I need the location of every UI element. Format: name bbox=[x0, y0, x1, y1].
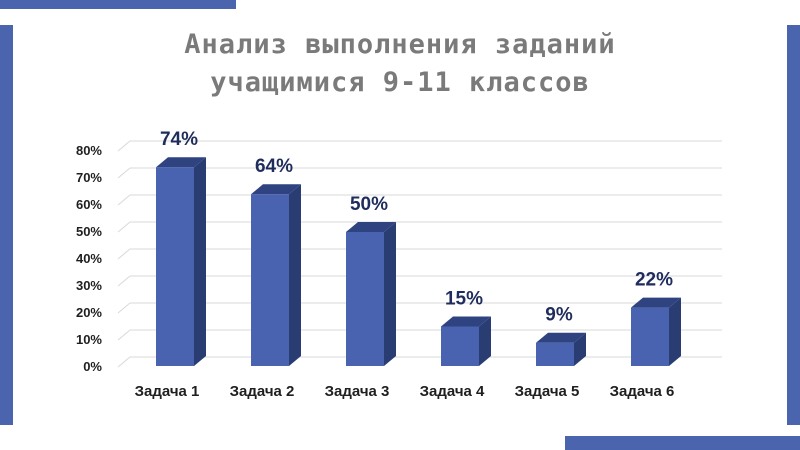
bar bbox=[441, 326, 479, 366]
data-label: 15% bbox=[445, 289, 483, 310]
x-tick-label: Задача 4 bbox=[420, 383, 485, 400]
gridline-slant bbox=[117, 194, 131, 206]
bar-side bbox=[289, 184, 301, 366]
data-label: 22% bbox=[635, 270, 673, 291]
bar bbox=[251, 194, 289, 366]
title-line-1: Анализ выполнения заданий bbox=[184, 29, 616, 60]
y-tick-label: 80% bbox=[76, 143, 102, 158]
left-accent-bar bbox=[0, 25, 13, 425]
gridline-slant bbox=[117, 302, 131, 314]
title-line-2: учащимися 9-11 классов bbox=[210, 67, 590, 98]
bar bbox=[536, 342, 574, 366]
x-tick-label: Задача 6 bbox=[610, 383, 675, 400]
bar-top bbox=[156, 157, 206, 168]
gridline-slant bbox=[117, 140, 131, 152]
bar-top bbox=[536, 332, 586, 343]
bar bbox=[631, 307, 669, 366]
bar-top bbox=[251, 184, 301, 195]
y-tick-label: 70% bbox=[76, 170, 102, 185]
x-tick-label: Задача 1 bbox=[135, 383, 200, 400]
y-tick-label: 50% bbox=[76, 224, 102, 239]
bar-side bbox=[574, 332, 586, 366]
data-label: 9% bbox=[545, 305, 573, 326]
gridline-slant bbox=[117, 248, 131, 260]
data-label: 74% bbox=[160, 129, 198, 150]
bar-side bbox=[669, 297, 681, 366]
y-tick-label: 10% bbox=[76, 332, 102, 347]
bar-top bbox=[441, 316, 491, 327]
chart-title: Анализ выполнения заданий учащимися 9-11… bbox=[0, 26, 800, 102]
y-tick-label: 0% bbox=[83, 359, 102, 374]
gridline-slant bbox=[117, 329, 131, 341]
y-tick-label: 20% bbox=[76, 305, 102, 320]
bottom-right-accent-bar bbox=[565, 436, 800, 450]
bar-top bbox=[346, 222, 396, 232]
bar-side bbox=[384, 222, 396, 366]
bar bbox=[346, 232, 384, 366]
x-tick-label: Задача 2 bbox=[230, 383, 295, 400]
right-accent-bar bbox=[787, 25, 800, 425]
bar-side bbox=[479, 316, 491, 366]
gridline-slant bbox=[117, 167, 131, 179]
data-label: 50% bbox=[350, 194, 388, 215]
gridline-slant bbox=[117, 275, 131, 287]
bar-top bbox=[631, 297, 681, 308]
gridline-slant bbox=[117, 221, 131, 233]
y-tick-label: 40% bbox=[76, 251, 102, 266]
bar-side bbox=[194, 157, 206, 366]
x-tick-label: Задача 3 bbox=[325, 383, 390, 400]
data-label: 64% bbox=[255, 156, 293, 177]
y-tick-label: 30% bbox=[76, 278, 102, 293]
top-left-accent-bar bbox=[0, 0, 236, 9]
y-tick-label: 60% bbox=[76, 197, 102, 212]
gridline-slant bbox=[117, 356, 131, 368]
x-tick-label: Задача 5 bbox=[515, 383, 580, 400]
bar bbox=[156, 167, 194, 366]
